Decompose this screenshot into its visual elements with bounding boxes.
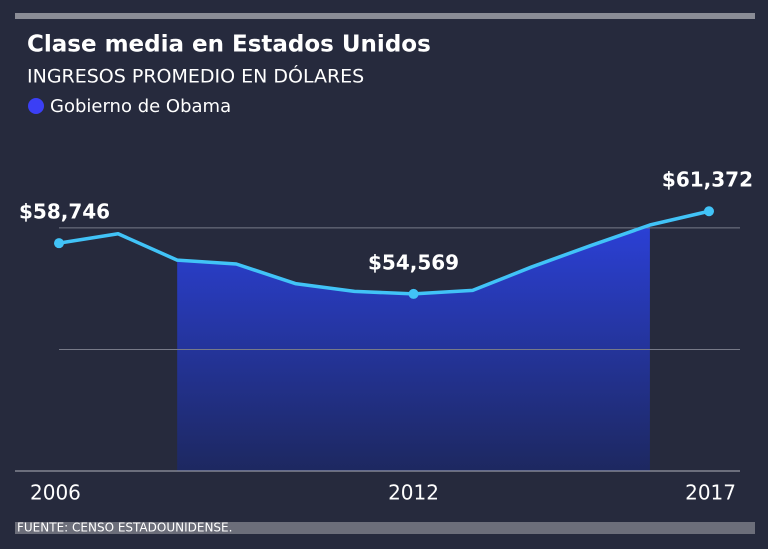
legend-label: Gobierno de Obama — [50, 96, 231, 117]
line — [58, 209, 710, 296]
bottom-bar — [15, 522, 755, 534]
legend-swatch — [28, 98, 44, 114]
value-label: $54,569 — [368, 250, 459, 274]
value-label: $61,372 — [662, 168, 753, 192]
value-label: $58,746 — [19, 200, 110, 224]
source: FUENTE: CENSO ESTADOUNIDENSE. — [17, 521, 232, 535]
x-tick-label: 2012 — [388, 481, 439, 505]
highlight-area — [177, 225, 650, 471]
point — [408, 288, 419, 299]
x-tick-label: 2017 — [685, 481, 736, 505]
chart-subtitle: INGRESOS PROMEDIO EN DÓLARES — [27, 64, 364, 88]
point — [704, 206, 714, 217]
chart-title: Clase media en Estados Unidos — [27, 32, 431, 58]
x-tick-label: 2006 — [30, 481, 81, 505]
top-bar — [15, 13, 755, 19]
point — [54, 238, 64, 249]
